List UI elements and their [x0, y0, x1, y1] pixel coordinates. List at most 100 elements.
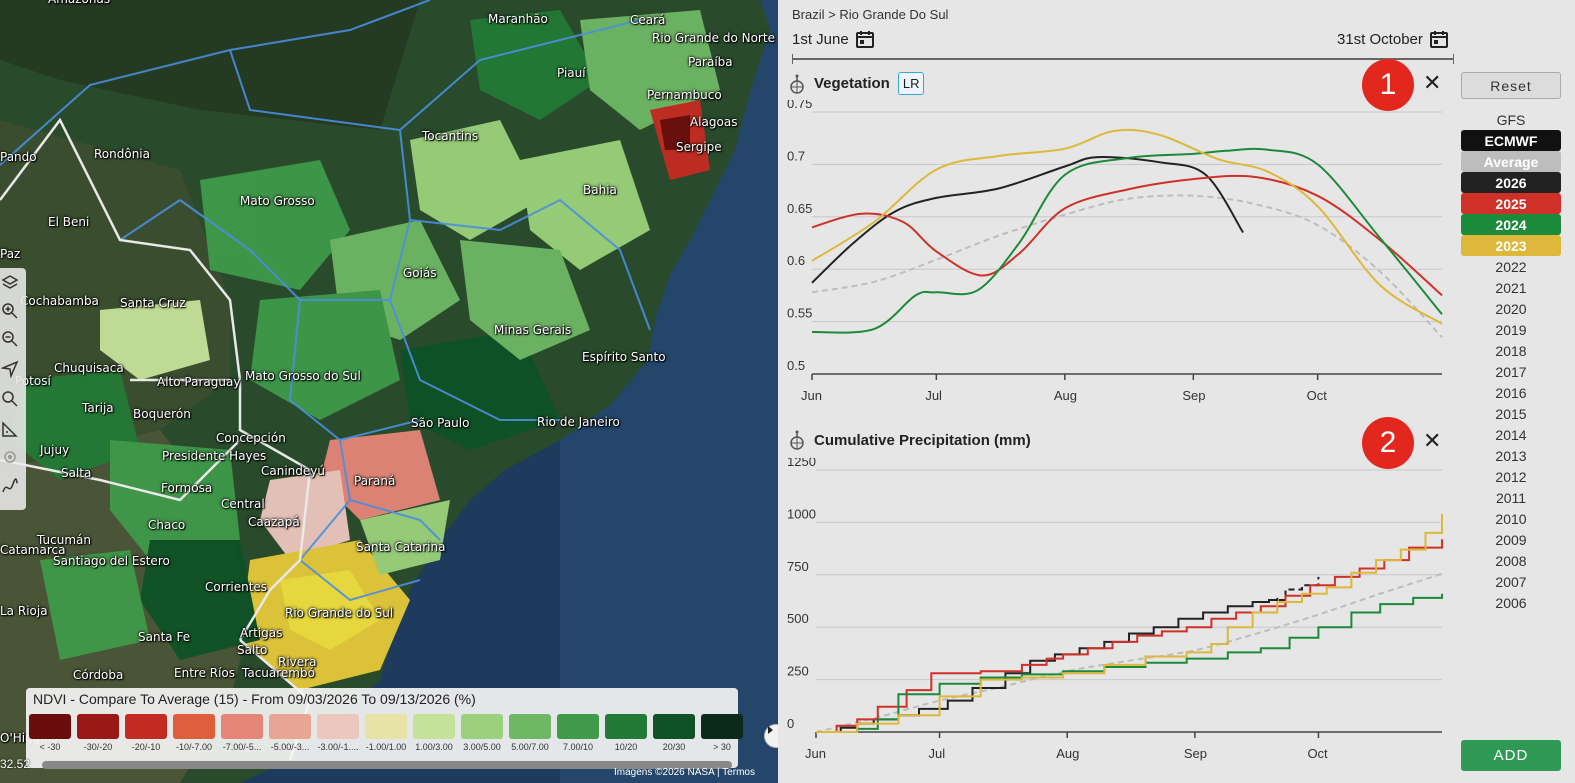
legend-swatch-label: -3.00/-1....: [317, 742, 359, 752]
close-chart-button[interactable]: ✕: [1423, 70, 1442, 95]
series-toggle-2024[interactable]: 2024: [1461, 214, 1561, 235]
add-button[interactable]: ADD: [1461, 740, 1561, 771]
series-toggle-ecmwf[interactable]: ECMWF: [1461, 130, 1561, 151]
legend-swatch: [365, 714, 407, 739]
map-attribution[interactable]: Imagens ©2026 NASA | Termos: [614, 767, 755, 778]
legend-swatch-label: 1.00/3.00: [415, 742, 453, 752]
series-toggle-2015[interactable]: 2015: [1495, 405, 1527, 422]
search-icon[interactable]: [1, 390, 23, 412]
location-pin-icon[interactable]: [788, 74, 806, 94]
calendar-icon[interactable]: [1429, 29, 1449, 49]
legend-swatch: [461, 714, 503, 739]
map-place-label: São Paulo: [411, 416, 470, 430]
calendar-icon[interactable]: [855, 29, 875, 49]
x-tick-label: Jul: [929, 746, 946, 761]
series-toggle-2019[interactable]: 2019: [1495, 321, 1527, 338]
y-tick-label: 500: [787, 611, 809, 626]
precipitation-chart: 1250 1000 750 500 250 0 Jun Jul Aug Sep Oct: [787, 458, 1443, 761]
legend-swatch-label: -30/-20: [83, 742, 113, 752]
map-place-label: Minas Gerais: [494, 323, 572, 337]
map-place-label: Bahia: [583, 183, 617, 197]
x-tick-label: Jun: [801, 388, 822, 403]
series-toggle-average[interactable]: Average: [1461, 151, 1561, 172]
map-place-label: Corrientes: [205, 580, 268, 594]
map-place-label: La Rioja: [0, 604, 48, 618]
legend-swatch-label: -1.00/1.00: [365, 742, 407, 752]
map-place-label: Córdoba: [73, 668, 124, 682]
date-start-label: 1st June: [792, 30, 849, 48]
series-line-average: [811, 194, 1443, 338]
legend-swatch-label: -10/-7.00: [175, 742, 213, 752]
x-tick-label: Jun: [805, 746, 826, 761]
series-toggle-2006[interactable]: 2006: [1495, 594, 1527, 611]
chart-number-badge: 1: [1362, 59, 1414, 111]
date-range-slider[interactable]: [792, 54, 1454, 64]
series-toggle-2008[interactable]: 2008: [1495, 552, 1527, 569]
series-toggle-2022[interactable]: 2022: [1495, 258, 1527, 275]
series-toggle-2023[interactable]: 2023: [1461, 235, 1561, 256]
series-toggle-2017[interactable]: 2017: [1495, 363, 1527, 380]
map-place-label: Goiás: [403, 266, 437, 280]
reset-button[interactable]: Reset: [1461, 72, 1561, 99]
analysis-panel: Brazil > Rio Grande Do Sul 1st June 31st…: [778, 0, 1575, 783]
settings-icon[interactable]: [1, 448, 23, 470]
y-tick-label: 0.55: [787, 306, 812, 321]
series-toggle-2011[interactable]: 2011: [1495, 489, 1527, 506]
map-place-label: Presidente Hayes: [162, 449, 267, 463]
map-place-label: Paz: [0, 247, 21, 261]
y-tick-label: 0.6: [787, 253, 805, 268]
map-place-label: Rio Grande do Norte: [652, 31, 775, 45]
series-toggle-2021[interactable]: 2021: [1495, 279, 1527, 296]
date-end[interactable]: 31st October: [1337, 29, 1449, 49]
series-toggle-2025[interactable]: 2025: [1461, 193, 1561, 214]
series-toggle-2013[interactable]: 2013: [1495, 447, 1527, 464]
x-tick-label: Sep: [1182, 388, 1205, 403]
zoom-out-icon[interactable]: [1, 330, 23, 352]
map-place-label: Formosa: [161, 481, 213, 495]
legend-scrollbar[interactable]: [42, 761, 732, 769]
map-place-label: Santa Cruz: [120, 296, 186, 310]
vegetation-chart-header: Vegetation LR: [788, 72, 925, 95]
map-place-label: Maranhão: [488, 12, 548, 26]
legend-swatch: [605, 714, 647, 739]
legend-swatch: [509, 714, 551, 739]
location-pin-icon[interactable]: [788, 430, 806, 450]
lr-toggle[interactable]: LR: [897, 72, 925, 95]
legend-swatch-label: 7.00/10: [562, 742, 594, 752]
series-toggle-2020[interactable]: 2020: [1495, 300, 1527, 317]
map-place-label: Tarija: [82, 401, 114, 415]
series-toggle-2009[interactable]: 2009: [1495, 531, 1527, 548]
series-toggle-2010[interactable]: 2010: [1495, 510, 1527, 527]
legend-swatch: [221, 714, 263, 739]
map-place-label: Piauí: [557, 66, 586, 80]
precipitation-chart-header: Cumulative Precipitation (mm): [788, 430, 1031, 450]
y-tick-label: 0.5: [787, 358, 805, 373]
layers-icon[interactable]: [1, 274, 23, 296]
x-tick-label: Oct: [1307, 388, 1328, 403]
series-toggle-gfs[interactable]: GFS: [1496, 111, 1526, 128]
map-place-label: Jujuy: [40, 443, 70, 457]
date-start[interactable]: 1st June: [792, 29, 875, 49]
series-toggle-2007[interactable]: 2007: [1495, 573, 1527, 590]
map-view[interactable]: Amazonas Maranhão Ceará Rio Grande do Norte…: [0, 0, 778, 783]
series-selector: GFS ECMWF Average 2026 2025 2024 2023 2022 2021 2…: [1461, 109, 1561, 613]
series-toggle-2026[interactable]: 2026: [1461, 172, 1561, 193]
map-place-label: Rondônia: [94, 147, 150, 161]
vegetation-chart-title: Vegetation: [814, 75, 890, 92]
legend-swatch-label: 5.00/7.00: [511, 742, 549, 752]
legend-swatch-label: 3.00/5.00: [463, 742, 501, 752]
series-toggle-2012[interactable]: 2012: [1495, 468, 1527, 485]
map-place-label: Paraíba: [688, 55, 733, 69]
close-chart-button[interactable]: ✕: [1423, 428, 1442, 453]
locate-icon[interactable]: [1, 360, 23, 382]
series-toggle-2016[interactable]: 2016: [1495, 384, 1527, 401]
breadcrumb: Brazil > Rio Grande Do Sul: [792, 7, 949, 22]
series-toggle-2014[interactable]: 2014: [1495, 426, 1527, 443]
measure-icon[interactable]: [1, 420, 23, 442]
x-tick-label: Oct: [1307, 746, 1328, 761]
zoom-in-icon[interactable]: [1, 302, 23, 324]
map-place-label: Salta: [61, 466, 92, 480]
draw-icon[interactable]: [1, 478, 23, 500]
series-toggle-2018[interactable]: 2018: [1495, 342, 1527, 359]
legend-swatch: [317, 714, 359, 739]
